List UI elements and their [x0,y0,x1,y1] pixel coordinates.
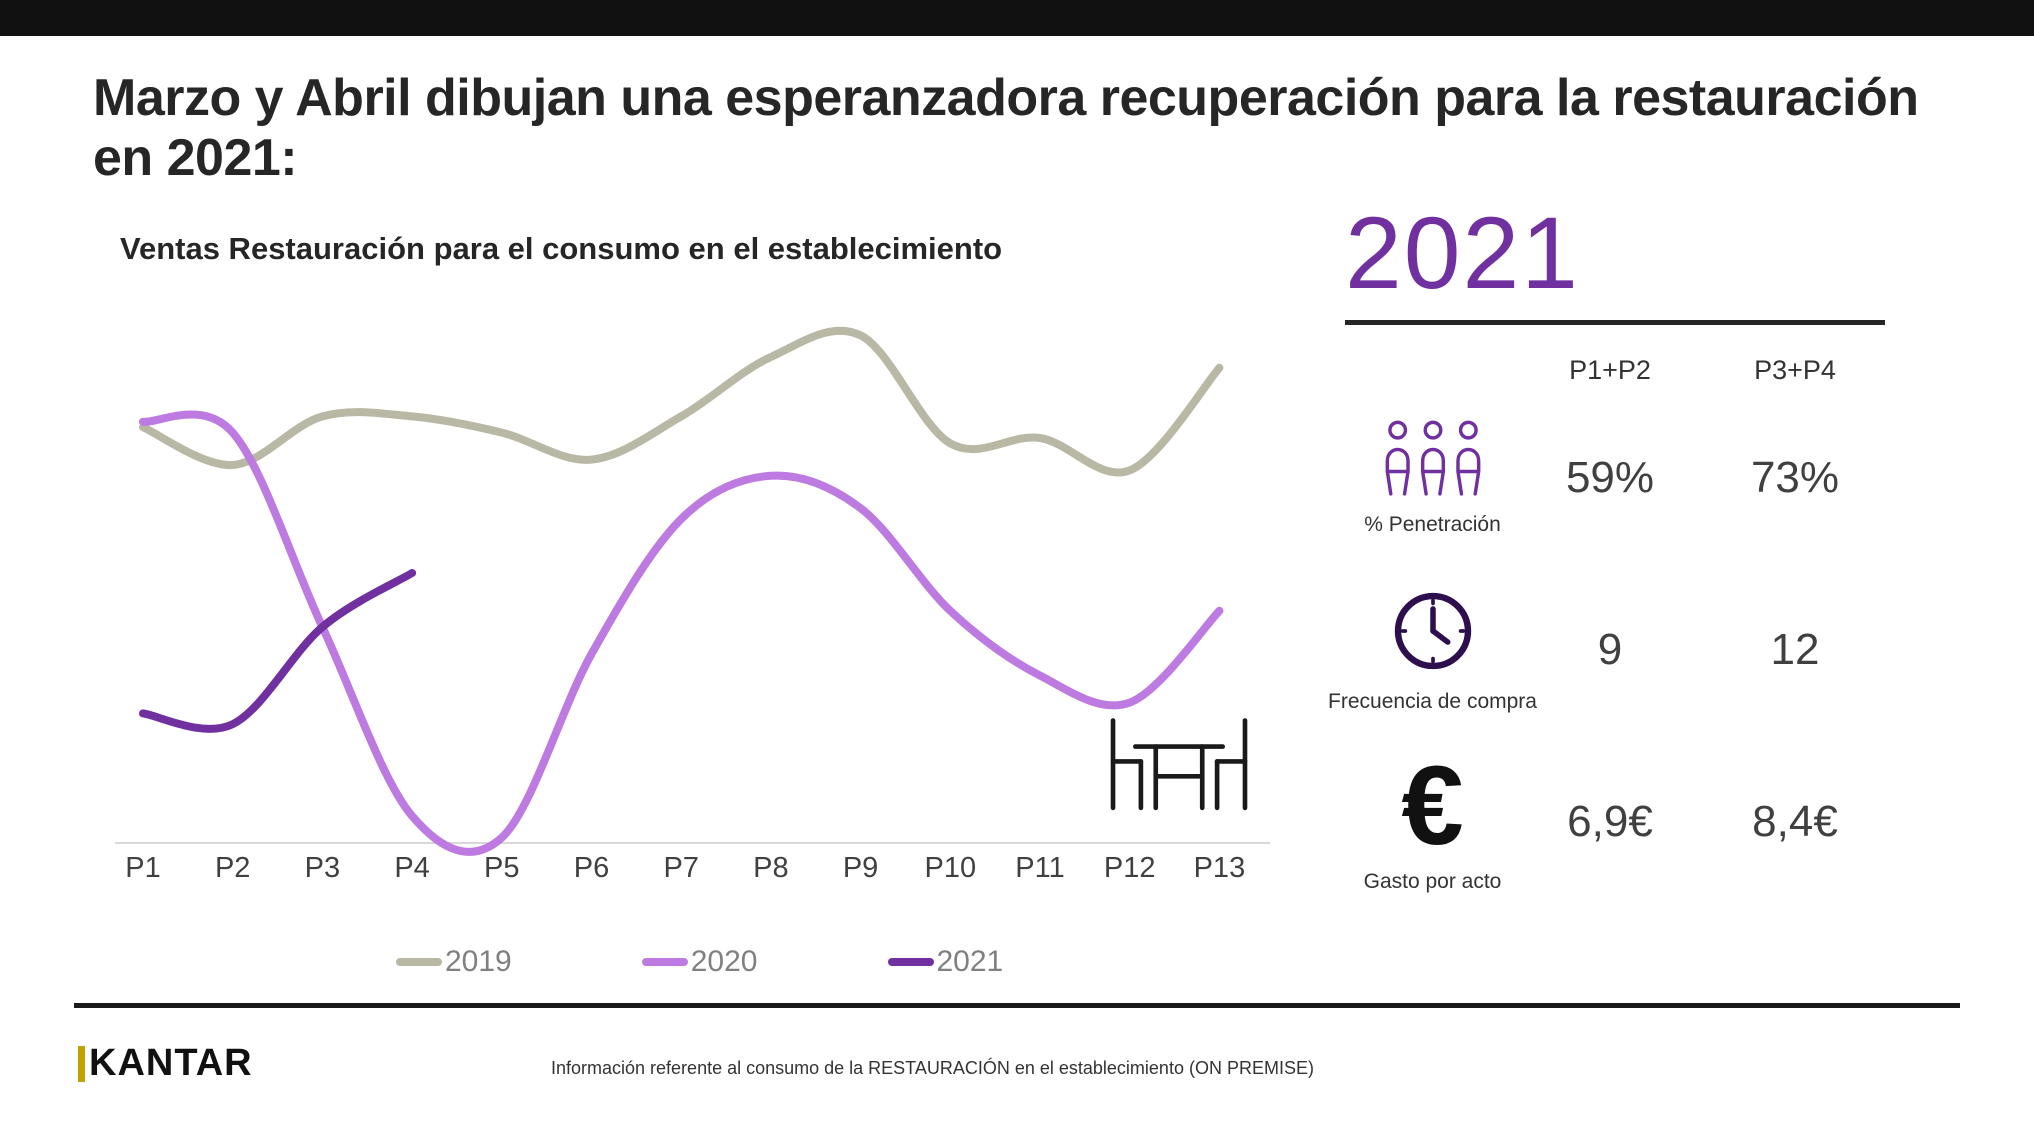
legend-swatch-2019 [396,958,442,966]
stat-row-penetration: % Penetración [1345,392,1520,564]
slide-title: Marzo y Abril dibujan una esperanzadora … [93,69,1919,187]
footer-divider [74,1003,1960,1008]
table-chairs-icon [1100,708,1258,826]
svg-text:P11: P11 [1015,852,1064,884]
stats-header-p3p4: P3+P4 [1754,354,1836,385]
svg-text:P7: P7 [663,852,698,884]
svg-text:P5: P5 [484,852,519,884]
legend-item-2019: 2019 [396,945,512,979]
chart-legend: 2019 2020 2021 [396,945,1003,979]
svg-text:P6: P6 [574,852,609,884]
panel-year: 2021 [1345,196,1580,310]
kantar-logo: KANTAR [78,1042,253,1085]
stat-frequency-p3p4: 12 [1770,624,1820,674]
stat-spend-p3p4: 8,4€ [1752,796,1838,846]
stat-row-frequency: Frecuencia de compra [1328,564,1537,736]
svg-text:P12: P12 [1104,852,1156,884]
svg-text:P8: P8 [753,852,788,884]
svg-text:P2: P2 [215,852,250,884]
stats-header-empty [1345,370,1520,376]
clock-icon [1387,585,1479,682]
svg-text:P4: P4 [394,852,429,884]
sales-chart: P1 P2 P3 P4 P5 P6 P7 P8 P9 P10 P11 P12 P13 [100,270,1300,930]
chart-title: Ventas Restauración para el consumo en e… [120,231,1003,266]
footer-note: Información referente al consumo de la R… [551,1058,1314,1078]
stat-spend-p1p2: 6,9€ [1567,796,1653,846]
stat-penetration-p3p4: 73% [1750,452,1840,502]
stats-grid: P1+P2 P3+P4 % Penetración 59% 73% [1328,354,1925,908]
legend-label-2020: 2020 [690,945,758,978]
kantar-logo-bar [78,1045,85,1082]
stat-label-penetration: % Penetración [1364,513,1501,537]
svg-text:P9: P9 [843,852,878,884]
stat-penetration-p1p2: 59% [1565,452,1655,502]
panel-divider [1345,319,1885,325]
legend-swatch-2021 [887,958,934,966]
top-accent-bar [0,0,2034,36]
svg-text:P13: P13 [1194,852,1246,884]
legend-label-2019: 2019 [445,945,512,978]
stat-row-spend: € Gasto por acto [1345,736,1520,908]
svg-text:P3: P3 [305,852,340,884]
legend-item-2021: 2021 [887,945,1004,979]
sales-chart-svg: P1 P2 P3 P4 P5 P6 P7 P8 P9 P10 P11 P12 P13 [115,326,1270,884]
legend-swatch-2020 [641,958,688,966]
people-icon [1377,418,1489,505]
stat-frequency-p1p2: 9 [1597,624,1623,674]
svg-text:P1: P1 [125,852,160,884]
svg-text:P10: P10 [924,852,976,884]
kantar-logo-text: KANTAR [89,1042,253,1084]
legend-item-2020: 2020 [641,945,758,979]
stat-label-spend: Gasto por acto [1363,869,1502,893]
stat-label-frequency: Frecuencia de compra [1328,690,1537,714]
stats-header-p1p2: P1+P2 [1569,354,1651,385]
legend-label-2021: 2021 [936,945,1004,978]
stats-panel: 2021 P1+P2 P3+P4 % Penetración 59% 73% [1328,196,1925,908]
euro-icon: € [1401,742,1464,868]
